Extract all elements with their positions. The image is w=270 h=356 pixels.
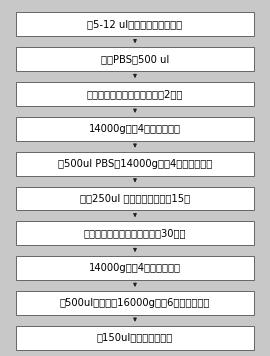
- Text: 加入PBS至500 ul: 加入PBS至500 ul: [101, 54, 169, 64]
- Text: 14000g离心4分钟，去上清: 14000g离心4分钟，去上清: [89, 124, 181, 134]
- Text: 加500ul PBS，14000g离心4分钟，去上清: 加500ul PBS，14000g离心4分钟，去上清: [58, 159, 212, 169]
- Text: 加500ul缓冲液，16000g离心6分钟，去上清: 加500ul缓冲液，16000g离心6分钟，去上清: [60, 298, 210, 308]
- FancyBboxPatch shape: [16, 326, 254, 350]
- FancyBboxPatch shape: [16, 152, 254, 176]
- Text: 加150ul缓冲液保存微球: 加150ul缓冲液保存微球: [97, 333, 173, 343]
- Text: 加入250ul 缓冲液，漩涡混合15秒: 加入250ul 缓冲液，漩涡混合15秒: [80, 193, 190, 203]
- FancyBboxPatch shape: [16, 12, 254, 36]
- Text: 加5-12 ul的抗体到活化的微球: 加5-12 ul的抗体到活化的微球: [87, 19, 183, 30]
- FancyBboxPatch shape: [16, 117, 254, 141]
- Text: 14000g离心4分钟，去上清: 14000g离心4分钟，去上清: [89, 263, 181, 273]
- FancyBboxPatch shape: [16, 82, 254, 106]
- FancyBboxPatch shape: [16, 47, 254, 71]
- Text: 铝箔覆盖，在室温中旋转混合30分钟: 铝箔覆盖，在室温中旋转混合30分钟: [84, 228, 186, 238]
- FancyBboxPatch shape: [16, 187, 254, 210]
- FancyBboxPatch shape: [16, 256, 254, 280]
- FancyBboxPatch shape: [16, 221, 254, 245]
- FancyBboxPatch shape: [16, 291, 254, 315]
- Text: 铝箔覆盖，在室温中旋转混合2小时: 铝箔覆盖，在室温中旋转混合2小时: [87, 89, 183, 99]
